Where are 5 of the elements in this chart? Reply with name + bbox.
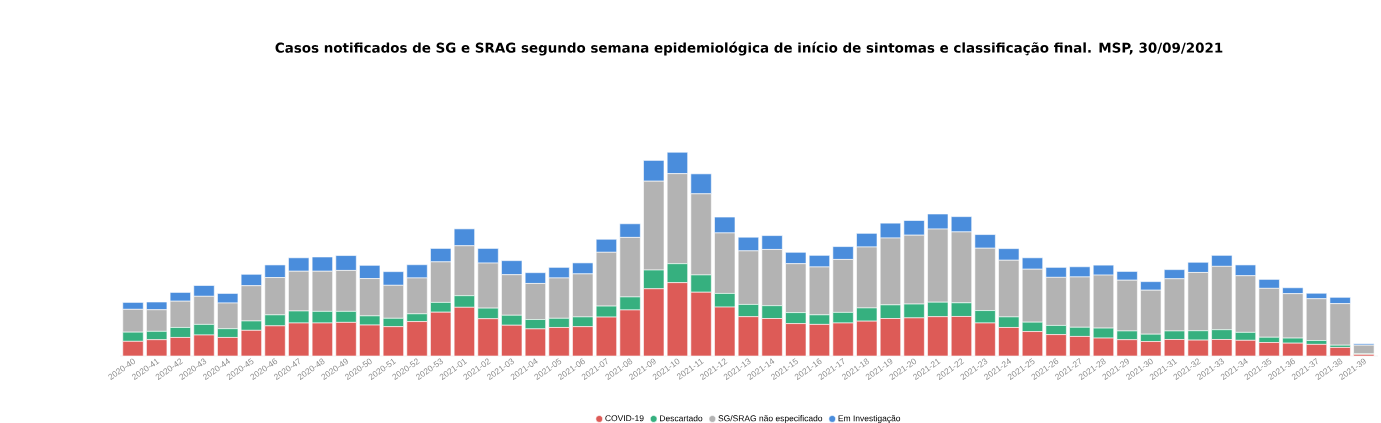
legend-label: Descartado bbox=[660, 415, 703, 422]
chart-title: Casos notificados de SG e SRAG segundo semana epidemiológica de início de sintomas e classificação final. MSP, 30/09/2021 bbox=[275, 41, 1223, 56]
legend-label: Em Investigação bbox=[838, 415, 901, 423]
legend-label: SG/SRAG não especificado bbox=[718, 415, 823, 423]
legend-label: COVID-19 bbox=[605, 415, 644, 422]
